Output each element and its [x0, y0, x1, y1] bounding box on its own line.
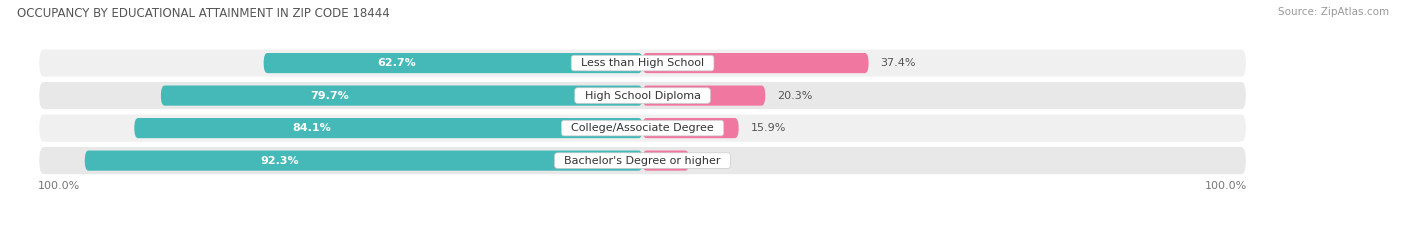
Text: 20.3%: 20.3% — [778, 91, 813, 101]
FancyBboxPatch shape — [38, 81, 1247, 110]
FancyBboxPatch shape — [84, 151, 643, 171]
Text: Source: ZipAtlas.com: Source: ZipAtlas.com — [1278, 7, 1389, 17]
FancyBboxPatch shape — [643, 86, 765, 106]
Text: 37.4%: 37.4% — [880, 58, 917, 68]
Text: College/Associate Degree: College/Associate Degree — [564, 123, 721, 133]
FancyBboxPatch shape — [643, 118, 738, 138]
Text: OCCUPANCY BY EDUCATIONAL ATTAINMENT IN ZIP CODE 18444: OCCUPANCY BY EDUCATIONAL ATTAINMENT IN Z… — [17, 7, 389, 20]
FancyBboxPatch shape — [38, 48, 1247, 78]
Text: 100.0%: 100.0% — [38, 181, 80, 191]
FancyBboxPatch shape — [643, 151, 689, 171]
Text: High School Diploma: High School Diploma — [578, 91, 707, 101]
Text: 79.7%: 79.7% — [311, 91, 349, 101]
FancyBboxPatch shape — [38, 113, 1247, 143]
Legend: Owner-occupied, Renter-occupied: Owner-occupied, Renter-occupied — [543, 230, 782, 233]
Text: Less than High School: Less than High School — [574, 58, 711, 68]
Text: 92.3%: 92.3% — [260, 156, 299, 166]
Text: 7.7%: 7.7% — [702, 156, 730, 166]
Text: 100.0%: 100.0% — [1205, 181, 1247, 191]
Text: Bachelor's Degree or higher: Bachelor's Degree or higher — [557, 156, 728, 166]
FancyBboxPatch shape — [38, 146, 1247, 175]
FancyBboxPatch shape — [264, 53, 643, 73]
FancyBboxPatch shape — [643, 53, 869, 73]
Text: 62.7%: 62.7% — [377, 58, 416, 68]
FancyBboxPatch shape — [160, 86, 643, 106]
Text: 84.1%: 84.1% — [292, 123, 332, 133]
Text: 15.9%: 15.9% — [751, 123, 786, 133]
FancyBboxPatch shape — [135, 118, 643, 138]
